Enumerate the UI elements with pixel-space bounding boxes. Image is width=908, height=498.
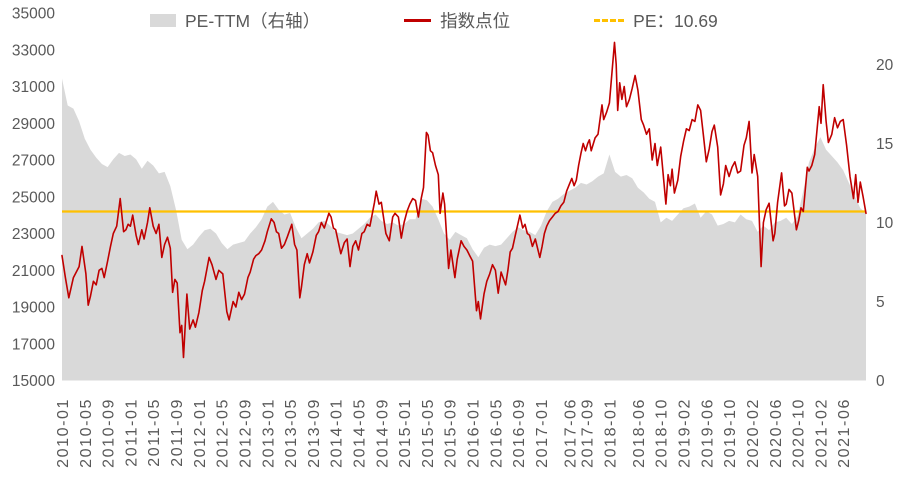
x-axis-label: 2019-02 xyxy=(677,398,694,468)
x-axis-label: 2020-10 xyxy=(791,398,808,468)
legend-item-pe-ttm: PE-TTM（右轴） xyxy=(150,8,320,33)
left-axis-tick-label: 17000 xyxy=(12,336,55,353)
x-axis-label: 2011-05 xyxy=(146,398,163,467)
x-axis-label: 2014-01 xyxy=(329,398,346,468)
index-line-series xyxy=(61,41,867,359)
left-axis-tick-label: 15000 xyxy=(12,373,55,390)
legend-label-pe-ttm: PE-TTM（右轴） xyxy=(185,11,321,31)
x-axis-label: 2021-06 xyxy=(836,398,853,468)
x-axis-label: 2017-06 xyxy=(563,398,580,468)
x-axis-label: 2010-09 xyxy=(101,398,118,468)
right-axis-tick-label: 5 xyxy=(876,294,885,311)
x-axis-label: 2014-09 xyxy=(374,398,391,468)
x-axis-label: 2011-01 xyxy=(123,398,140,467)
x-axis-label: 2020-02 xyxy=(745,398,762,468)
chart-legend: PE-TTM（右轴） 指数点位 PE：10.69 xyxy=(150,8,718,33)
x-axis-label: 2014-05 xyxy=(352,398,369,468)
right-axis-tick-label: 10 xyxy=(876,215,894,232)
x-axis-label: 2015-05 xyxy=(420,398,437,468)
x-axis-label: 2019-06 xyxy=(699,398,716,468)
x-axis-label: 2013-01 xyxy=(260,398,277,468)
x-axis-label: 2016-05 xyxy=(488,398,505,468)
x-axis-label: 2020-06 xyxy=(768,398,785,468)
x-axis-label: 2015-01 xyxy=(397,398,414,468)
right-axis-tick-label: 15 xyxy=(876,136,893,153)
x-axis-label: 2021-02 xyxy=(813,398,830,468)
x-axis-label: 2012-05 xyxy=(215,398,232,468)
x-axis-label: 2018-06 xyxy=(631,398,648,468)
x-axis-label: 2017-09 xyxy=(580,398,597,468)
left-axis-tick-label: 25000 xyxy=(12,189,55,206)
left-axis-tick-label: 29000 xyxy=(12,116,55,133)
left-axis-tick-label: 21000 xyxy=(12,263,55,280)
x-axis-label: 2017-01 xyxy=(534,398,551,468)
x-axis-label: 2010-01 xyxy=(55,398,72,468)
legend-item-index: 指数点位 xyxy=(404,8,510,33)
area-swatch-icon xyxy=(150,14,176,27)
x-axis-label: 2010-05 xyxy=(78,398,95,468)
right-axis-tick-label: 0 xyxy=(876,373,885,390)
left-axis-tick-label: 19000 xyxy=(12,300,55,317)
x-axis-label: 2015-09 xyxy=(443,398,460,468)
x-axis-label: 2012-01 xyxy=(192,398,209,468)
x-axis-label: 2016-01 xyxy=(466,398,483,468)
x-axis-label: 2018-01 xyxy=(602,398,619,468)
x-axis-label: 2016-09 xyxy=(511,398,528,468)
left-axis-tick-label: 35000 xyxy=(12,6,55,23)
legend-label-pe-reference: PE：10.69 xyxy=(633,11,718,31)
pe-ttm-area-series xyxy=(62,78,866,381)
x-axis-label: 2011-09 xyxy=(169,398,186,467)
legend-label-index: 指数点位 xyxy=(440,11,511,31)
x-axis-label: 2013-09 xyxy=(306,398,323,468)
left-axis-tick-label: 31000 xyxy=(12,79,55,96)
x-axis-label: 2018-10 xyxy=(654,398,671,468)
right-axis-tick-label: 20 xyxy=(876,57,894,74)
x-axis-label: 2013-05 xyxy=(283,398,300,468)
left-axis-tick-label: 27000 xyxy=(12,153,55,170)
dash-swatch-icon xyxy=(594,19,625,22)
legend-item-pe-reference: PE：10.69 xyxy=(594,8,718,33)
x-axis-label: 2019-10 xyxy=(722,398,739,468)
left-axis-tick-label: 23000 xyxy=(12,226,55,243)
left-axis-tick-label: 33000 xyxy=(12,42,55,59)
line-swatch-icon xyxy=(404,19,432,22)
x-axis-label: 2012-09 xyxy=(238,398,255,468)
